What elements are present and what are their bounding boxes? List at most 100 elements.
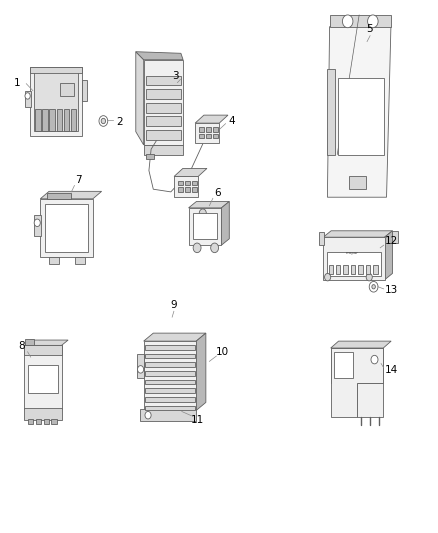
Bar — [145, 389, 195, 393]
Bar — [44, 419, 49, 424]
Circle shape — [366, 273, 372, 281]
Text: 3: 3 — [172, 71, 179, 80]
Bar — [145, 406, 195, 410]
Circle shape — [25, 93, 30, 99]
Bar — [34, 72, 78, 131]
Bar — [25, 345, 62, 409]
Bar — [349, 176, 366, 189]
Bar — [327, 69, 336, 155]
Circle shape — [138, 366, 144, 373]
Bar — [144, 60, 183, 145]
Polygon shape — [136, 52, 183, 60]
Bar — [212, 134, 218, 138]
Bar — [343, 265, 348, 274]
Circle shape — [372, 285, 375, 289]
Bar — [336, 265, 340, 274]
Polygon shape — [385, 231, 392, 280]
Polygon shape — [323, 231, 392, 237]
Polygon shape — [222, 201, 230, 245]
Bar — [366, 265, 370, 274]
Bar — [40, 199, 93, 257]
Polygon shape — [189, 201, 230, 208]
Bar — [392, 231, 398, 243]
Bar — [64, 109, 69, 131]
Bar — [42, 109, 48, 131]
Circle shape — [367, 15, 378, 28]
Bar — [319, 232, 324, 245]
Circle shape — [193, 243, 201, 253]
Text: 11: 11 — [191, 415, 204, 425]
Bar — [192, 181, 197, 185]
Bar — [206, 134, 211, 138]
Bar — [60, 83, 74, 96]
Circle shape — [34, 219, 40, 227]
Bar — [49, 109, 55, 131]
Circle shape — [145, 411, 151, 419]
Bar — [28, 419, 33, 424]
Text: 4: 4 — [229, 116, 236, 126]
Text: mopar: mopar — [345, 251, 358, 255]
Circle shape — [101, 118, 106, 124]
Polygon shape — [195, 115, 228, 123]
Circle shape — [211, 243, 219, 253]
Circle shape — [343, 15, 353, 28]
Bar — [47, 193, 71, 199]
Text: 13: 13 — [385, 286, 398, 295]
Bar — [206, 127, 211, 132]
Bar — [145, 354, 195, 358]
Bar — [338, 78, 384, 155]
Bar — [334, 352, 353, 378]
Circle shape — [99, 116, 108, 126]
Bar — [358, 265, 363, 274]
Bar — [49, 257, 59, 264]
Text: 10: 10 — [215, 347, 229, 357]
Bar — [145, 397, 195, 402]
Bar — [212, 127, 218, 132]
Bar — [331, 348, 383, 383]
Bar — [25, 408, 62, 420]
Bar — [192, 187, 197, 191]
Bar — [30, 67, 82, 73]
Bar — [357, 383, 383, 417]
Bar — [145, 345, 195, 350]
Polygon shape — [196, 333, 206, 410]
Bar — [36, 419, 41, 424]
Bar — [177, 187, 183, 191]
Bar — [328, 265, 333, 274]
Polygon shape — [144, 333, 206, 341]
Bar — [25, 91, 31, 107]
Bar — [137, 354, 144, 378]
Text: 7: 7 — [75, 175, 82, 184]
Polygon shape — [25, 340, 68, 345]
Bar — [71, 109, 76, 131]
Bar — [35, 109, 41, 131]
Circle shape — [325, 273, 331, 281]
Circle shape — [199, 209, 206, 217]
Bar — [30, 67, 82, 136]
Bar — [45, 204, 88, 252]
Circle shape — [369, 281, 378, 292]
Bar — [145, 362, 195, 367]
Text: 12: 12 — [385, 236, 398, 246]
Text: 8: 8 — [18, 342, 25, 351]
Text: 5: 5 — [366, 25, 373, 34]
Bar — [174, 176, 198, 197]
Bar — [25, 345, 62, 355]
Bar — [146, 117, 181, 126]
Bar — [57, 109, 62, 131]
Polygon shape — [331, 348, 383, 417]
Bar — [146, 154, 154, 159]
Bar — [51, 419, 57, 424]
Bar — [189, 208, 222, 245]
Bar — [144, 145, 183, 155]
Bar — [146, 103, 181, 112]
Bar — [184, 187, 190, 191]
Bar — [323, 237, 385, 280]
Bar — [28, 365, 58, 393]
Bar — [327, 252, 381, 276]
Polygon shape — [331, 341, 391, 348]
Bar — [177, 181, 183, 185]
Text: 2: 2 — [116, 117, 123, 126]
Bar — [198, 127, 204, 132]
Text: 14: 14 — [385, 366, 398, 375]
